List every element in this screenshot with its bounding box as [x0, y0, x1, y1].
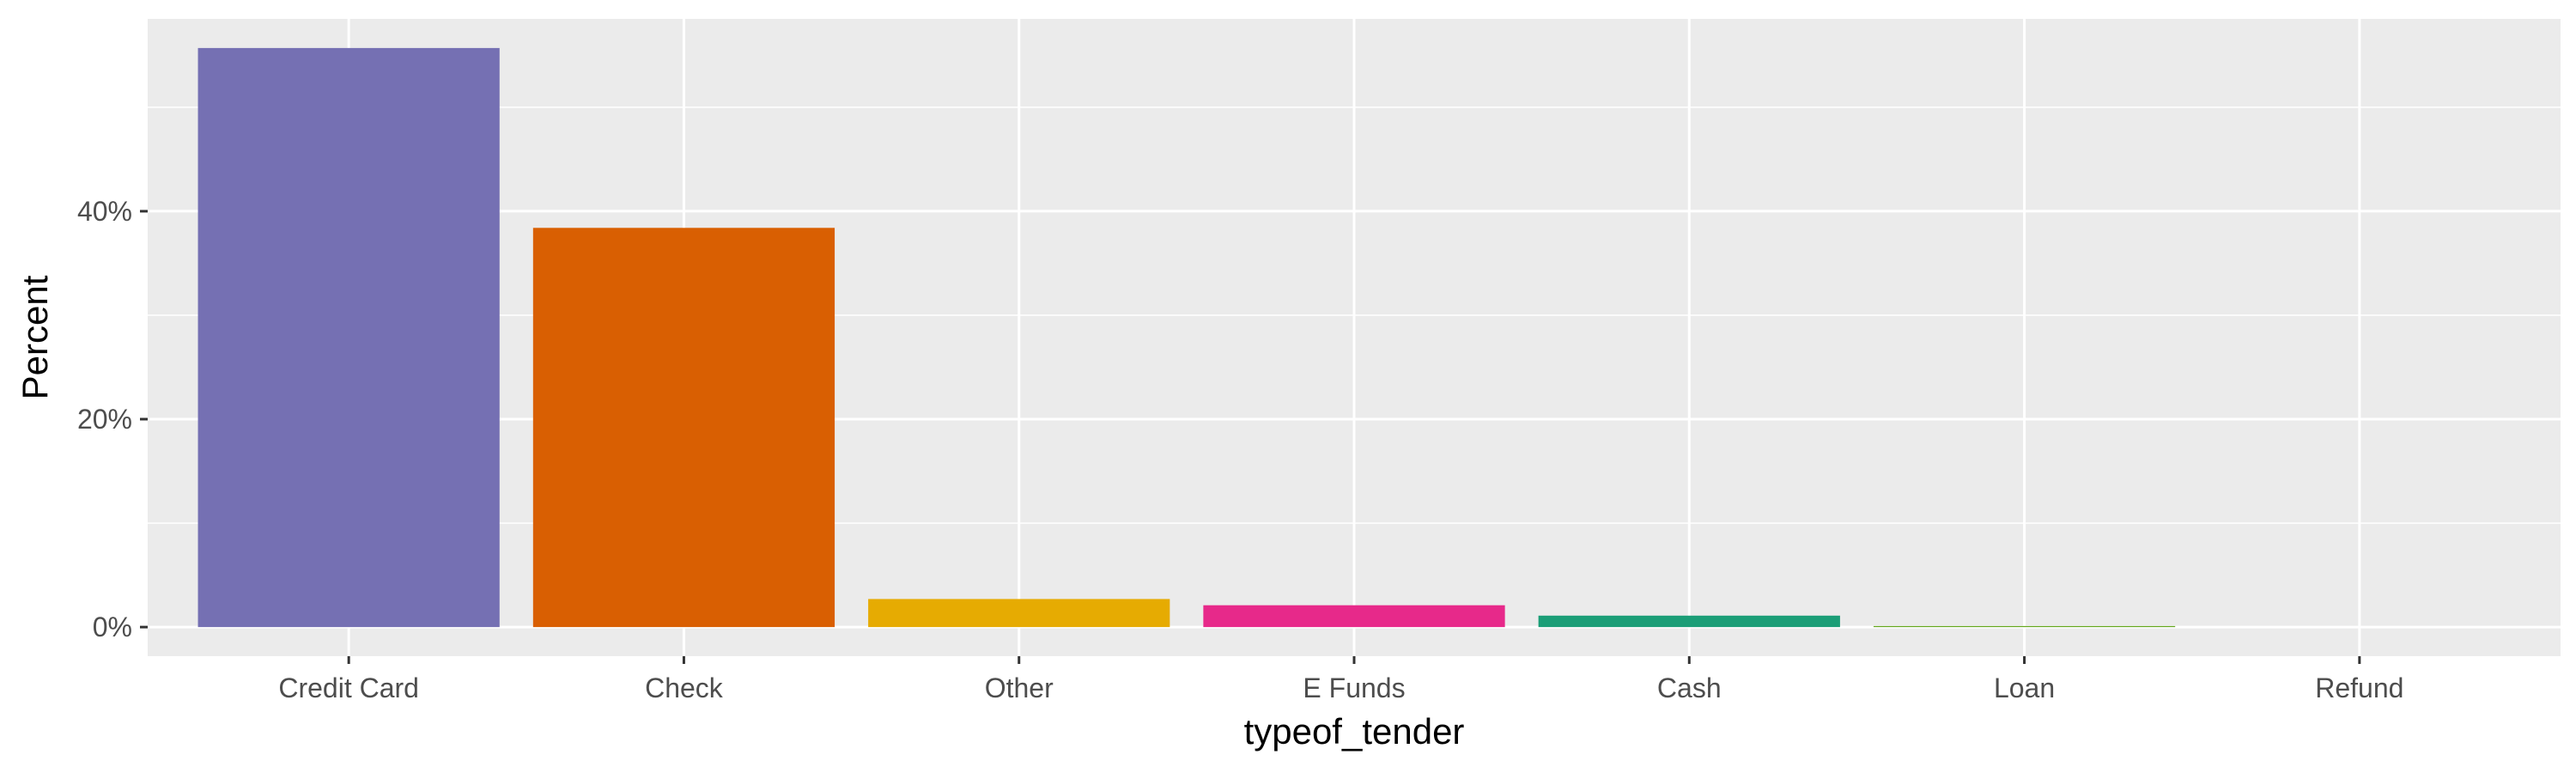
x-tick-label: Refund	[2315, 673, 2403, 703]
bar-check	[532, 228, 835, 628]
bar-loan	[1873, 625, 2176, 628]
bars	[197, 47, 2176, 628]
bar-e-funds	[1203, 605, 1505, 628]
x-tick-label: Other	[985, 673, 1054, 703]
x-axis: Credit Card Check Other E Funds Cash Loan Refu…	[278, 656, 2403, 703]
x-tick-label: Credit Card	[278, 673, 419, 703]
y-tick-label: 0%	[93, 612, 132, 642]
x-tick-label: Check	[645, 673, 724, 703]
bar-credit-card	[197, 47, 500, 628]
y-tick-label: 40%	[77, 196, 132, 227]
x-tick-label: Loan	[1994, 673, 2055, 703]
x-tick-label: Cash	[1657, 673, 1722, 703]
bar-other	[868, 599, 1170, 628]
y-axis: 0% 20% 40%	[77, 196, 148, 642]
y-tick-label: 20%	[77, 404, 132, 435]
bar-cash	[1538, 615, 1840, 628]
x-tick-label: E Funds	[1303, 673, 1405, 703]
x-axis-title: typeof_tender	[1244, 711, 1465, 752]
y-axis-title: Percent	[15, 275, 55, 399]
